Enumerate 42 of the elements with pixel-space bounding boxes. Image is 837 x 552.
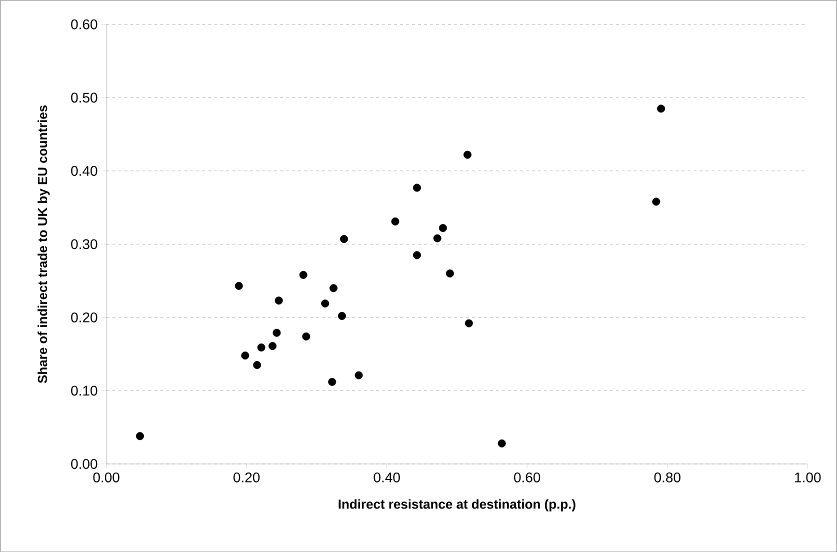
x-tick-label: 0.00 [93, 472, 120, 482]
point [328, 378, 336, 386]
y-tick-label: 0.50 [71, 92, 98, 102]
x-tick-label: 0.60 [514, 472, 540, 482]
y-tick-label: 0.40 [71, 166, 98, 176]
point [299, 270, 308, 279]
point [302, 332, 310, 340]
point [268, 342, 277, 350]
point [241, 351, 250, 360]
point [274, 296, 283, 304]
point [136, 432, 144, 440]
point [652, 198, 660, 206]
point [272, 328, 281, 337]
point [438, 224, 447, 232]
point [433, 234, 442, 242]
point [463, 150, 472, 159]
point [354, 371, 363, 380]
point [391, 217, 400, 226]
x-tick-label: 0.40 [374, 472, 400, 482]
point [253, 360, 262, 369]
point [464, 319, 473, 328]
point [498, 439, 506, 448]
y-axis-title: Share of indirect trade to UK by EU countries [38, 105, 50, 383]
point [234, 282, 243, 290]
y-tick-label: 0.30 [71, 239, 98, 249]
point [340, 234, 348, 243]
y-tick-label: 0.20 [71, 312, 98, 322]
point [330, 284, 338, 292]
y-tick-label: 0.10 [71, 386, 98, 396]
point [321, 299, 330, 308]
x-tick-label: 1.00 [795, 472, 821, 482]
y-tick-label: 0.60 [71, 19, 98, 30]
y-tick-label: 0.00 [71, 458, 98, 469]
point [257, 343, 266, 352]
point [412, 251, 421, 260]
x-axis-title: Indirect resistance at destination (p.p.) [338, 499, 576, 512]
point [446, 269, 454, 278]
point [657, 104, 666, 112]
point [412, 184, 421, 192]
x-tick-label: 0.20 [234, 472, 260, 482]
point [338, 312, 346, 320]
x-tick-label: 0.80 [654, 472, 680, 482]
